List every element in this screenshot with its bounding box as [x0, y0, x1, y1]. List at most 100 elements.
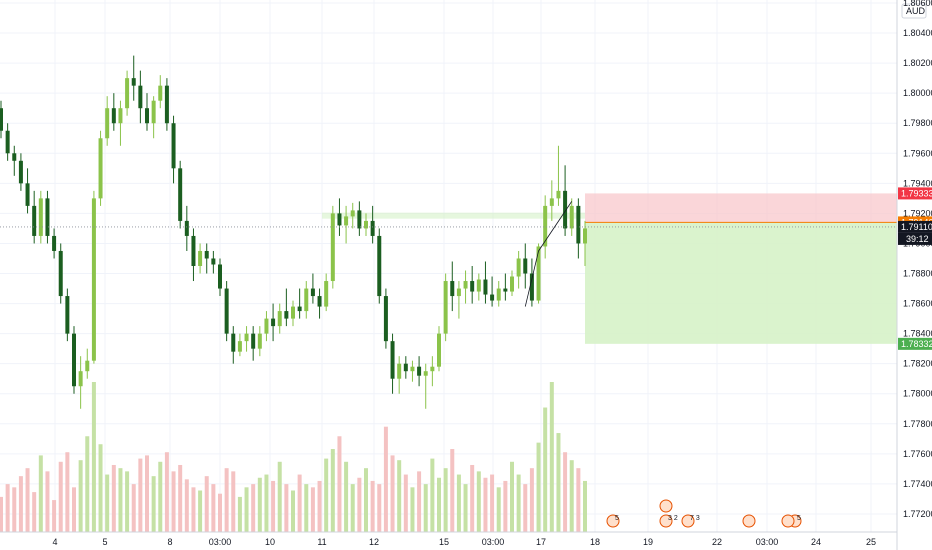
long-position-tool[interactable]	[322, 193, 897, 344]
candle-body	[218, 264, 222, 289]
volume-bar	[145, 455, 149, 532]
x-tick-label: 03:00	[209, 537, 232, 547]
x-tick-label: 03:00	[482, 537, 505, 547]
candle-body	[364, 220, 368, 229]
candle-body	[118, 108, 123, 124]
economic-event-marker[interactable]: 5	[606, 514, 620, 528]
price-axis[interactable]: AUD 1.77200 1.77400 1.77600 1.77800 1.78000 1…	[896, 0, 932, 550]
event-count: 3 2	[668, 515, 678, 522]
stop-loss-tag: 1.79333	[898, 187, 932, 200]
event-icon[interactable]	[659, 514, 673, 528]
y-tick-label: 1.78200	[903, 359, 932, 369]
volume-bar	[310, 487, 315, 532]
volume-bar	[231, 471, 236, 532]
candle-body	[549, 198, 554, 206]
volume-bar	[456, 474, 461, 532]
candle-body	[65, 296, 70, 334]
candle-body	[12, 153, 17, 161]
candle-body	[158, 85, 163, 101]
range-box[interactable]	[322, 212, 585, 219]
volume-bar	[563, 452, 568, 532]
volume-bar	[198, 490, 203, 532]
volume-bars	[0, 382, 587, 532]
y-tick-label: 1.77200	[903, 509, 932, 519]
event-markers[interactable]: 5 3 2 7 3 5	[606, 499, 802, 528]
y-tick-label: 1.80600	[903, 0, 932, 8]
chart-gridlines	[0, 0, 897, 532]
take-profit-zone[interactable]	[585, 222, 897, 344]
last-price-tag-bg	[898, 220, 932, 233]
event-icon[interactable]	[742, 514, 756, 528]
volume-bar	[111, 464, 116, 532]
candle-body	[211, 258, 216, 265]
volume-bar	[98, 444, 103, 532]
x-tick-label: 18	[590, 537, 600, 547]
candle-body	[98, 138, 103, 199]
volume-bar	[496, 487, 501, 532]
candle-body	[529, 273, 534, 301]
y-tick-label: 1.77400	[903, 479, 932, 489]
volume-bar	[443, 468, 448, 532]
volume-bar	[297, 474, 302, 532]
y-tick-label: 1.78400	[903, 329, 932, 339]
candle-body	[198, 250, 203, 266]
volume-bar	[556, 433, 561, 532]
volume-bar	[304, 484, 309, 532]
volume-bar	[78, 460, 83, 532]
candle-body	[91, 198, 96, 361]
volume-bar	[264, 474, 269, 532]
candle-body	[32, 205, 37, 236]
x-tick-label: 22	[712, 537, 722, 547]
volume-bar	[529, 468, 534, 532]
volume-bar	[523, 484, 528, 532]
candle-body	[417, 366, 422, 376]
candle-body	[397, 363, 402, 379]
volume-bar	[52, 500, 57, 532]
event-icon[interactable]	[781, 514, 795, 528]
stop-loss-tag-text: 1.79333	[901, 188, 932, 198]
volume-bar	[58, 461, 63, 532]
event-count: 5	[615, 515, 619, 522]
x-tick-label: 4	[52, 537, 57, 547]
candle-body	[171, 123, 176, 169]
drawn-trend-line[interactable]	[524, 201, 573, 307]
candle-body	[52, 235, 57, 251]
candle-body	[0, 108, 3, 131]
volume-bar	[105, 474, 110, 532]
event-count: 7 3	[690, 515, 700, 522]
event-icon[interactable]	[659, 499, 673, 513]
candle-body	[304, 288, 309, 312]
volume-bar	[237, 496, 242, 532]
economic-event-marker[interactable]: 3 2	[659, 514, 678, 528]
volume-bar	[510, 461, 514, 532]
economic-event-marker[interactable]: 7 3	[681, 514, 700, 528]
y-tick-label: 1.77600	[903, 449, 932, 459]
candle-body	[58, 250, 63, 297]
x-tick-label: 12	[369, 537, 379, 547]
candle-body	[523, 258, 528, 274]
y-tick-label: 1.77800	[903, 419, 932, 429]
time-axis[interactable]: 4 5 8 03:00 10 11 12 15 03:00 17 18 19 22 03:00 24 25	[0, 531, 897, 547]
candle-body	[330, 213, 335, 282]
candle-body	[85, 360, 90, 372]
event-icon[interactable]	[606, 514, 620, 528]
candle-body	[191, 235, 196, 266]
volume-bar	[158, 461, 163, 532]
candle-body	[383, 296, 388, 342]
candle-body	[324, 281, 329, 307]
candle-body	[151, 100, 156, 124]
candle-body	[291, 306, 295, 319]
volume-bar	[423, 484, 428, 532]
candle-body	[437, 333, 441, 367]
volume-bar	[65, 452, 70, 532]
volume-bar	[403, 474, 408, 532]
event-icon[interactable]	[681, 514, 695, 528]
y-tick-label: 1.79400	[903, 178, 932, 188]
volume-bar	[490, 474, 495, 532]
stop-loss-zone[interactable]	[585, 193, 897, 223]
candle-body	[251, 333, 256, 349]
candle-body	[337, 213, 342, 226]
volume-bar	[350, 484, 355, 532]
